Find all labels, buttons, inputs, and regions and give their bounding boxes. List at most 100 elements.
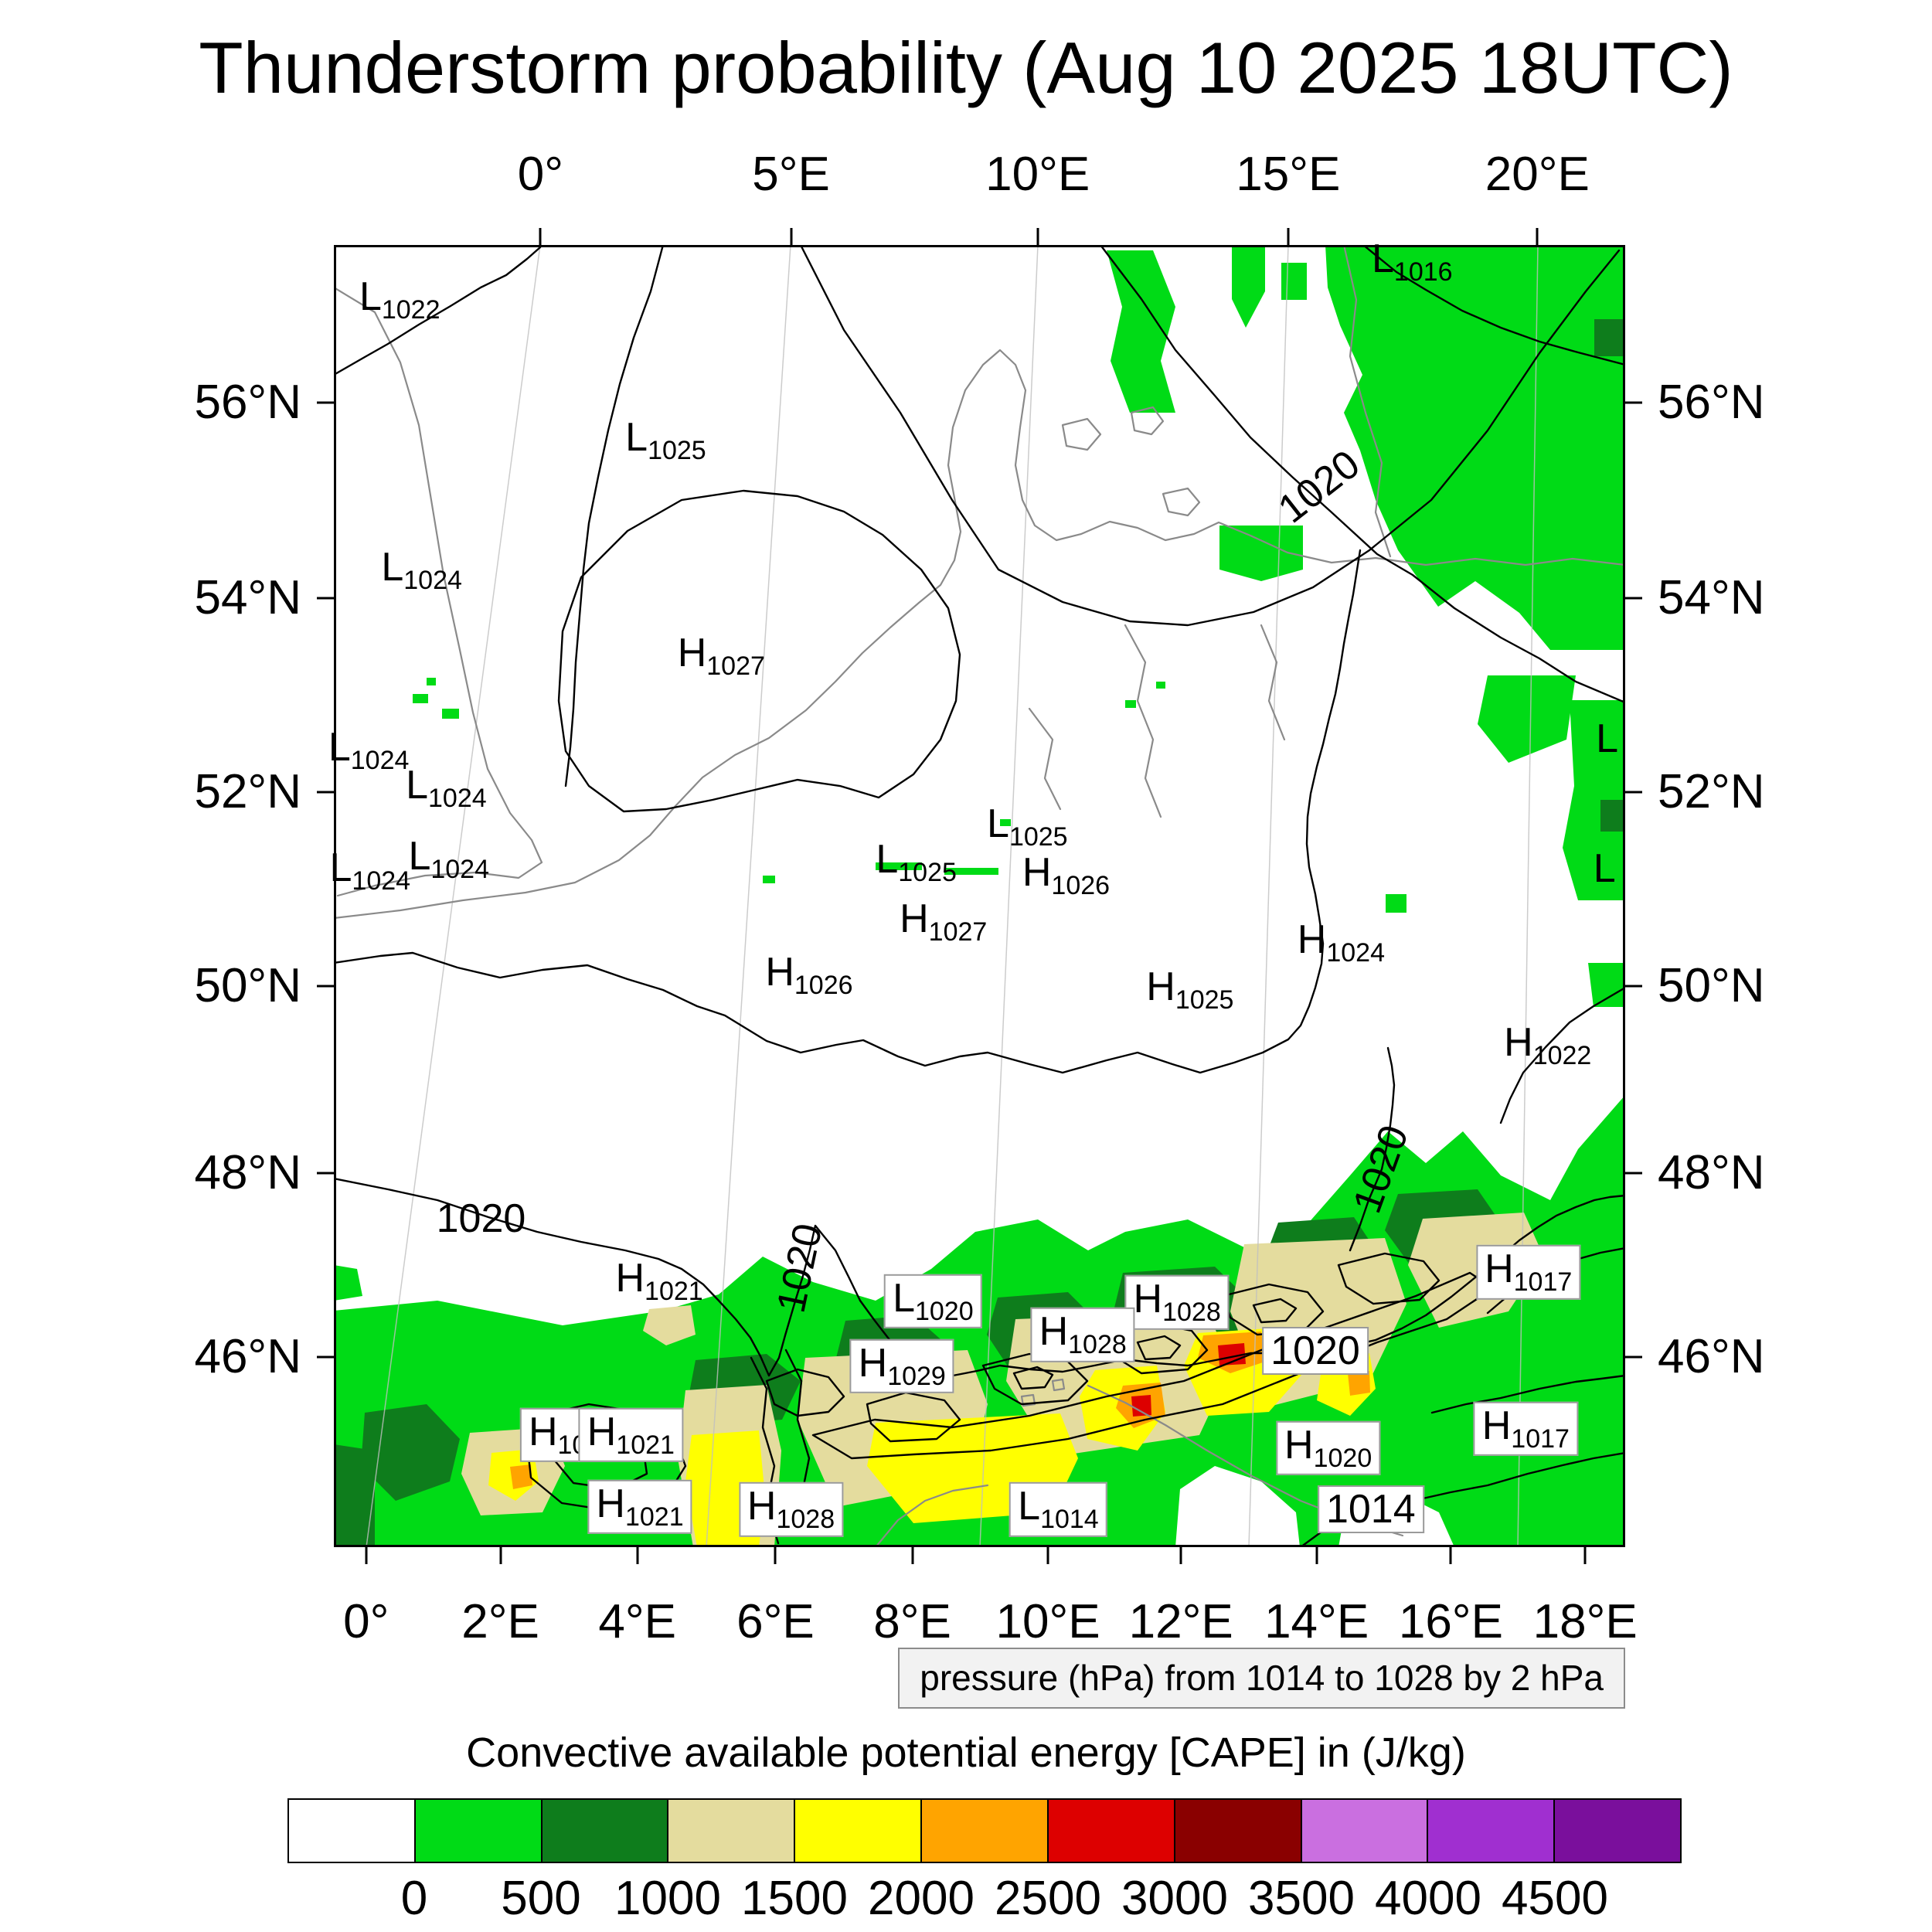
axis-label-left: 54°N <box>194 570 301 624</box>
pressure-center-value: 1014 <box>1040 1505 1099 1535</box>
pressure-center-value: 1026 <box>1051 870 1111 900</box>
pressure-center-value: 1021 <box>616 1430 675 1461</box>
pressure-center-letter: H <box>900 896 929 941</box>
axis-label-left: 46°N <box>194 1329 301 1383</box>
pressure-center-value: 1022 <box>381 294 440 325</box>
colorbar-tick-label: 1000 <box>614 1872 721 1925</box>
axis-label-bottom: 12°E <box>1128 1595 1233 1648</box>
axis-label-right: 50°N <box>1658 958 1765 1012</box>
pressure-center-letter: L <box>1372 236 1394 281</box>
pressure-center-letter: H <box>677 631 707 676</box>
colorbar-cell <box>1173 1798 1302 1863</box>
colorbar-cell <box>667 1798 796 1863</box>
axis-tick-left <box>317 985 334 988</box>
colorbar-cell <box>1300 1798 1429 1863</box>
axis-tick-bottom <box>774 1547 777 1564</box>
pressure-center-label: H1024 <box>1298 920 1385 966</box>
axis-label-bottom: 10°E <box>995 1595 1100 1648</box>
axis-label-top: 10°E <box>985 148 1090 201</box>
pressure-center-letter: L <box>328 724 351 770</box>
pressure-center-letter: H <box>528 1409 558 1454</box>
contour-inline-label: L <box>1593 846 1616 892</box>
axis-label-bottom: 2°E <box>461 1595 539 1648</box>
pressure-center-value: 1021 <box>645 1277 703 1307</box>
pressure-center-label: H1022 <box>1504 1022 1591 1069</box>
colorbar-cell <box>1427 1798 1556 1863</box>
pressure-center-value: 1022 <box>1532 1041 1592 1071</box>
axis-tick-bottom <box>911 1547 914 1564</box>
axis-label-top: 0° <box>517 148 563 201</box>
colorbar-tick-label: 2000 <box>868 1872 975 1925</box>
axis-label-bottom: 14°E <box>1264 1595 1369 1648</box>
colorbar-tick-label: 3500 <box>1248 1872 1355 1925</box>
pressure-center-label: L1014 <box>1009 1481 1107 1537</box>
axis-tick-bottom <box>1449 1547 1452 1564</box>
cape-shading-layer <box>334 245 1625 1547</box>
map-canvas <box>334 245 1625 1547</box>
pressure-center-letter: L <box>625 414 648 460</box>
pressure-center-value: 1028 <box>1068 1330 1127 1360</box>
pressure-center-value: 1024 <box>352 866 411 896</box>
axis-tick-left <box>317 1172 334 1175</box>
map-frame <box>334 245 1625 1547</box>
pressure-center-label: L1024 <box>328 727 410 774</box>
pressure-center-value: 1016 <box>1393 257 1453 287</box>
pressure-center-letter: L <box>329 845 352 891</box>
axis-tick-right <box>1625 985 1642 988</box>
axis-label-bottom: 16°E <box>1398 1595 1503 1648</box>
axis-tick-top <box>1036 228 1039 245</box>
pressure-center-value: 1027 <box>706 651 765 682</box>
map-area: 0° 5°E 10°E 15°E 20°E 0° 2°E 4°E 6°E 8°E 10°E 12°E 1… <box>194 151 1764 1646</box>
pressure-center-value: 1025 <box>1009 822 1068 852</box>
pressure-center-value: 1021 <box>624 1502 684 1532</box>
pressure-center-label: H1028 <box>738 1481 844 1537</box>
pressure-center-letter: H <box>1284 1422 1314 1468</box>
colorbar-cell <box>1046 1798 1175 1863</box>
contour-inline-label: 1020 <box>1262 1326 1369 1375</box>
pressure-center-label: H1017 <box>1476 1245 1581 1300</box>
pressure-center-letter: L <box>359 274 382 319</box>
axis-tick-right <box>1625 597 1642 600</box>
colorbar-tick-label: 0 <box>400 1872 428 1925</box>
colorbar-cell <box>920 1798 1049 1863</box>
pressure-center-label: H1027 <box>900 899 987 945</box>
pressure-center-label: H1025 <box>1146 967 1233 1013</box>
pressure-center-letter: H <box>615 1256 645 1301</box>
axis-label-bottom: 4°E <box>598 1595 676 1648</box>
pressure-center-label: L1022 <box>359 277 440 323</box>
pressure-center-value: 1024 <box>430 855 489 885</box>
axis-label-top: 5°E <box>752 148 830 201</box>
pressure-center-value: 1024 <box>403 566 462 596</box>
pressure-center-letter: L <box>381 545 404 590</box>
contour-inline-label: L <box>1596 716 1619 761</box>
pressure-center-value: 1028 <box>1162 1298 1221 1328</box>
pressure-center-label: H1027 <box>678 633 765 679</box>
axis-label-left: 52°N <box>194 764 301 818</box>
pressure-center-letter: L <box>987 801 1009 846</box>
pressure-center-label: H1021 <box>615 1258 702 1304</box>
pressure-center-label: L1025 <box>876 838 957 885</box>
pressure-center-letter: H <box>1133 1277 1163 1322</box>
colorbar-cell <box>794 1798 923 1863</box>
pressure-center-label: H1029 <box>849 1338 954 1393</box>
pressure-center-letter: H <box>1146 964 1175 1009</box>
axis-label-left: 56°N <box>194 375 301 429</box>
pressure-center-value: 1020 <box>914 1296 974 1326</box>
pressure-center-label: L1024 <box>408 836 489 883</box>
colorbar-tick-label: 2500 <box>995 1872 1101 1925</box>
axis-label-bottom: 18°E <box>1532 1595 1638 1648</box>
axis-label-top: 15°E <box>1236 148 1341 201</box>
axis-tick-left <box>317 1355 334 1359</box>
colorbar-tick-label: 4500 <box>1502 1872 1608 1925</box>
colorbar-tick-label: 4000 <box>1375 1872 1481 1925</box>
pressure-center-value: 1027 <box>928 917 988 947</box>
page-title: Thunderstorm probability (Aug 10 2025 18… <box>199 27 1733 108</box>
pressure-center-letter: H <box>858 1340 888 1386</box>
axis-label-top: 20°E <box>1485 148 1590 201</box>
pressure-note: pressure (hPa) from 1014 to 1028 by 2 hP… <box>898 1648 1625 1709</box>
axis-label-right: 52°N <box>1658 764 1765 818</box>
pressure-center-letter: H <box>1504 1020 1533 1066</box>
meridian-gridlines <box>366 245 1539 1547</box>
pressure-center-letter: H <box>596 1481 625 1526</box>
